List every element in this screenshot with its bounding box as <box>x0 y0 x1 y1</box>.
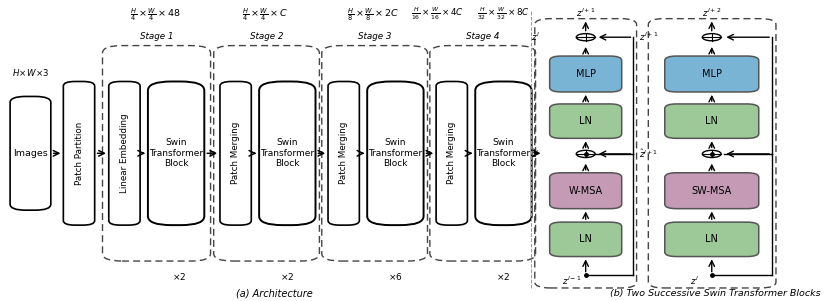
FancyBboxPatch shape <box>220 82 252 225</box>
Text: Patch Partition: Patch Partition <box>74 122 83 185</box>
FancyBboxPatch shape <box>10 96 51 210</box>
FancyBboxPatch shape <box>328 82 359 225</box>
Text: Stage 3: Stage 3 <box>358 32 392 41</box>
Text: $z^{l+1}$: $z^{l+1}$ <box>639 31 659 43</box>
Text: $\frac{H}{32}\times\frac{W}{32}\times 8C$: $\frac{H}{32}\times\frac{W}{32}\times 8C… <box>477 6 530 23</box>
FancyBboxPatch shape <box>63 82 95 225</box>
Text: W-MSA: W-MSA <box>569 186 603 196</box>
Text: $\frac{H}{4}\times\frac{W}{4}\times 48$: $\frac{H}{4}\times\frac{W}{4}\times 48$ <box>131 6 181 23</box>
FancyBboxPatch shape <box>550 104 621 138</box>
Text: LN: LN <box>706 234 718 244</box>
Text: Patch Merging: Patch Merging <box>339 122 348 185</box>
Text: $\hat{z}^{l}$: $\hat{z}^{l}$ <box>531 147 540 160</box>
FancyBboxPatch shape <box>148 82 204 225</box>
Text: $H\!\times\!W\!\times\!3$: $H\!\times\!W\!\times\!3$ <box>12 67 49 78</box>
FancyBboxPatch shape <box>550 173 621 209</box>
Text: $z^{l}$: $z^{l}$ <box>691 274 699 287</box>
FancyBboxPatch shape <box>550 56 621 92</box>
Text: $\times 2$: $\times 2$ <box>172 271 187 281</box>
Text: Images: Images <box>13 149 47 158</box>
Text: Swin
Transformer
Block: Swin Transformer Block <box>149 138 203 168</box>
Text: $\hat{z}^{l+1}$: $\hat{z}^{l+1}$ <box>639 147 659 160</box>
Text: Swin
Transformer
Block: Swin Transformer Block <box>476 138 531 168</box>
Text: $z^{l}$: $z^{l}$ <box>531 31 540 43</box>
Text: LN: LN <box>706 116 718 126</box>
Text: Stage 1: Stage 1 <box>140 32 173 41</box>
FancyBboxPatch shape <box>665 104 759 138</box>
Text: SW-MSA: SW-MSA <box>691 186 732 196</box>
Text: $z^{l+1}$: $z^{l+1}$ <box>576 6 596 19</box>
FancyBboxPatch shape <box>476 82 531 225</box>
Text: Stage 2: Stage 2 <box>250 32 284 41</box>
Text: Stage 4: Stage 4 <box>466 32 499 41</box>
Text: LN: LN <box>579 234 592 244</box>
Text: $\times 2$: $\times 2$ <box>280 271 295 281</box>
Text: Linear Embedding: Linear Embedding <box>120 113 129 193</box>
Text: $z^{l-1}$: $z^{l-1}$ <box>561 274 581 287</box>
Text: $\frac{H}{16}\times\frac{W}{16}\times 4C$: $\frac{H}{16}\times\frac{W}{16}\times 4C… <box>412 6 464 23</box>
Text: Swin
Transformer
Block: Swin Transformer Block <box>260 138 314 168</box>
Text: $\frac{H}{4}\times\frac{W}{4}\times C$: $\frac{H}{4}\times\frac{W}{4}\times C$ <box>242 6 288 23</box>
FancyBboxPatch shape <box>665 56 759 92</box>
FancyBboxPatch shape <box>367 82 423 225</box>
FancyBboxPatch shape <box>109 82 140 225</box>
FancyBboxPatch shape <box>259 82 316 225</box>
Text: (a) Architecture: (a) Architecture <box>237 289 313 299</box>
Text: $\times 2$: $\times 2$ <box>496 271 510 281</box>
Text: Patch Merging: Patch Merging <box>447 122 456 185</box>
Text: LN: LN <box>579 116 592 126</box>
Text: Patch Merging: Patch Merging <box>231 122 240 185</box>
FancyBboxPatch shape <box>550 222 621 256</box>
FancyBboxPatch shape <box>665 222 759 256</box>
Text: $\frac{H}{8}\times\frac{W}{8}\times 2C$: $\frac{H}{8}\times\frac{W}{8}\times 2C$ <box>347 6 399 23</box>
Text: MLP: MLP <box>576 69 596 79</box>
Text: $\times 6$: $\times 6$ <box>388 271 402 281</box>
Text: MLP: MLP <box>701 69 721 79</box>
FancyBboxPatch shape <box>436 82 467 225</box>
Text: (b) Two Successive Swin Transformer Blocks: (b) Two Successive Swin Transformer Bloc… <box>610 290 821 299</box>
FancyBboxPatch shape <box>665 173 759 209</box>
Text: Swin
Transformer
Block: Swin Transformer Block <box>368 138 422 168</box>
Text: $z^{l+2}$: $z^{l+2}$ <box>702 6 721 19</box>
